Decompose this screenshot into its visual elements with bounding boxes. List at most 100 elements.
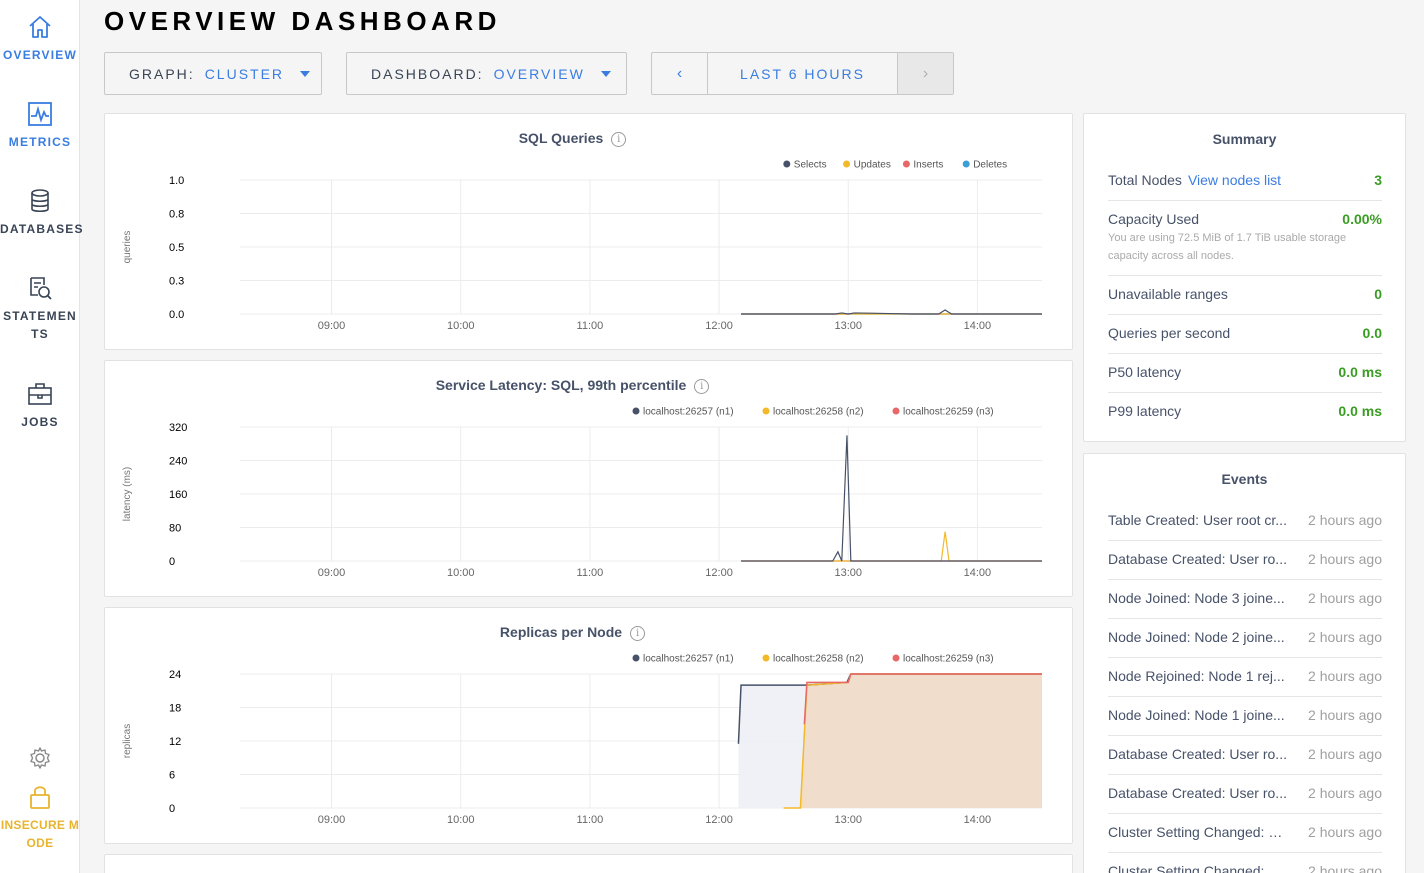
summary-capacity: Capacity Used 0.00% You are using 72.5 M… [1108,211,1382,265]
chart-title: SQL Queries i [105,130,1040,147]
event-text: Cluster Setting Changed: U... [1108,863,1288,873]
chart-title: Service Latency: SQL, 99th percentile i [105,377,1040,394]
time-range-button[interactable]: LAST 6 HOURS [740,65,865,82]
chart-replicas-per-node: Replicas per Node i 09:00 10:00 11:00 12:00 1… [104,607,1073,844]
event-time: 2 hours ago [1308,551,1382,567]
events-panel: Events Table Created: User root cr... 2 h… [1083,453,1406,873]
nav-databases[interactable]: DATABASES [0,188,84,238]
info-icon[interactable]: i [611,131,627,147]
legend-marker [892,654,900,662]
nav-overview-label: OVERVIEW [2,48,78,62]
event-item[interactable]: Node Rejoined: Node 1 rej... 2 hours ago [1108,668,1382,688]
legend-marker [762,654,770,662]
event-item[interactable]: Database Created: User ro... 2 hours ago [1108,551,1382,571]
divider [1108,696,1382,697]
event-item[interactable]: Cluster Setting Changed: U... 2 hours ago [1108,824,1382,844]
event-text: Database Created: User ro... [1108,551,1287,567]
capacity-label: Capacity Used [1108,211,1200,227]
y-tick-label: 160 [169,489,187,501]
x-tick-label: 12:00 [705,567,733,579]
graph-dropdown[interactable]: GRAPH: CLUSTER [104,52,322,95]
divider [1108,813,1382,814]
p99-value: 0.0 ms [1338,403,1382,419]
nav-metrics[interactable]: METRICS [0,101,80,151]
qps-label: Queries per second [1108,325,1231,341]
time-prev-button[interactable]: ‹ [652,53,708,94]
chart-sql-queries-svg: 09:00 10:00 11:00 12:00 13:00 14:00 0.0 0.3 0.5 0… [122,160,1042,332]
event-item[interactable]: Cluster Setting Changed: U... 2 hours ago [1108,863,1382,873]
metrics-icon [28,102,52,126]
event-text: Node Joined: Node 3 joine... [1108,590,1285,606]
info-icon[interactable]: i [694,378,710,394]
summary-p99: P99 latency 0.0 ms [1108,403,1382,419]
graph-dropdown-value: CLUSTER [204,65,285,82]
legend-marker [902,160,910,168]
nav-jobs[interactable]: JOBS [0,381,80,431]
x-tick-label: 11:00 [577,320,604,332]
chart-service-latency-svg: 09:00 10:00 11:00 12:00 13:00 14:00 0 80 160 240 3… [122,407,1042,579]
insecure-mode[interactable]: INSECURE M ODE [0,784,80,852]
event-item[interactable]: Node Joined: Node 2 joine... 2 hours ago [1108,629,1382,649]
event-time: 2 hours ago [1308,785,1382,801]
legend-marker [892,407,900,415]
time-range-selector: ‹ LAST 6 HOURS › [651,52,954,95]
chart-title-text: Replicas per Node [499,624,623,640]
dashboard-dropdown[interactable]: DASHBOARD: OVERVIEW [346,52,627,95]
summary-qps: Queries per second 0.0 [1108,325,1382,341]
event-item[interactable]: Table Created: User root cr... 2 hours ag… [1108,512,1382,532]
event-text: Database Created: User ro... [1108,785,1287,801]
info-icon[interactable]: i [630,625,646,641]
x-tick-label: 10:00 [447,567,475,579]
view-nodes-link[interactable]: View nodes list [1187,172,1282,188]
y-tick-label: 0.0 [169,309,184,321]
divider [1108,392,1382,393]
event-text: Node Joined: Node 1 joine... [1108,707,1285,723]
y-tick-label: 6 [169,770,175,782]
legend-label: Deletes [973,160,1007,171]
x-tick-label: 14:00 [964,320,992,332]
total-nodes-value: 3 [1374,172,1382,188]
divider [1108,657,1382,658]
divider [1108,275,1382,276]
database-icon [31,189,49,213]
event-time: 2 hours ago [1308,590,1382,606]
statements-icon [30,277,52,300]
legend-label: localhost:26258 (n2) [773,654,864,665]
nav-overview[interactable]: OVERVIEW [0,14,80,64]
legend-label: localhost:26257 (n1) [643,654,734,665]
event-item[interactable]: Database Created: User ro... 2 hours ago [1108,746,1382,766]
event-item[interactable]: Node Joined: Node 3 joine... 2 hours ago [1108,590,1382,610]
legend-label: localhost:26258 (n2) [773,407,864,418]
lock-icon [30,786,50,809]
event-text: Table Created: User root cr... [1108,512,1287,528]
x-tick-label: 12:00 [705,814,733,826]
event-time: 2 hours ago [1308,863,1382,873]
series-area [804,674,1042,808]
nav-databases-label: DATABASES [0,222,84,236]
time-next-button[interactable]: › [897,53,953,94]
chart-replicas-svg: 09:00 10:00 11:00 12:00 13:00 14:00 0 6 12 18 24 re… [122,654,1042,826]
event-item[interactable]: Database Created: User ro... 2 hours ago [1108,785,1382,805]
briefcase-icon [28,383,52,405]
y-tick-label: 0.3 [169,276,184,288]
event-item[interactable]: Node Joined: Node 1 joine... 2 hours ago [1108,707,1382,727]
y-tick-label: 12 [169,736,181,748]
x-tick-label: 09:00 [318,814,346,826]
x-tick-label: 11:00 [577,567,604,579]
dashboard-dropdown-label: DASHBOARD: [371,65,484,82]
event-text: Node Joined: Node 2 joine... [1108,629,1285,645]
legend-marker [762,407,770,415]
capacity-value: 0.00% [1342,211,1382,227]
y-tick-label: 0 [169,556,175,568]
y-tick-label: 320 [169,422,187,434]
total-nodes-label: Total Nodes [1108,172,1182,188]
x-tick-label: 14:00 [964,567,992,579]
event-time: 2 hours ago [1308,629,1382,645]
settings-button[interactable] [0,746,80,776]
insecure-mode-label-line1: INSECURE M [0,818,80,832]
y-tick-label: 0.8 [169,209,184,221]
x-tick-label: 11:00 [577,814,604,826]
legend-marker [632,407,640,415]
chart-title-text: SQL Queries [518,130,604,146]
nav-statements[interactable]: STATEMEN TS [0,275,80,343]
